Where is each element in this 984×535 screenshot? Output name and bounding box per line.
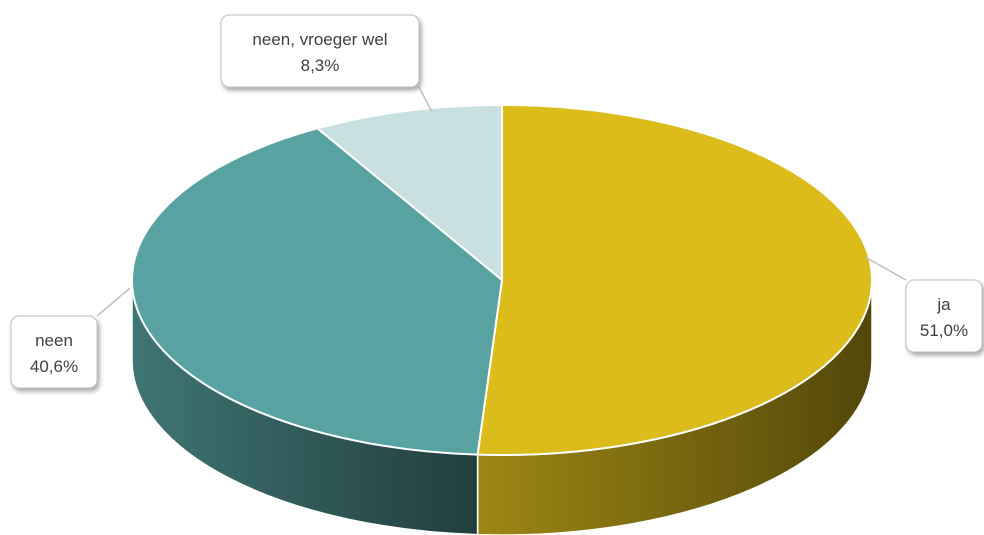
data-label-category: ja (936, 295, 951, 314)
callout-box (220, 14, 420, 88)
data-label-category: neen, vroeger wel (252, 30, 387, 49)
leader-line (864, 256, 907, 281)
pie-tops (131, 104, 873, 456)
data-label-category: neen (35, 331, 73, 350)
pie-slice (316, 104, 503, 281)
pie-slice (131, 127, 503, 456)
data-label-value: 51,0% (920, 321, 968, 340)
data-label-value: 8,3% (301, 56, 340, 75)
data-label-value: 40,6% (30, 357, 78, 376)
data-label-callout: neen 40,6% (10, 287, 131, 389)
callout-box (905, 279, 983, 353)
data-label-callout: ja 51,0% (864, 256, 983, 353)
leader-line (96, 287, 131, 317)
leader-line (418, 86, 433, 113)
data-label-callout: neen, vroeger wel 8,3% (220, 14, 433, 113)
data-labels: ja 51,0% neen 40,6% neen, vroeger wel 8,3% (10, 14, 983, 389)
callout-box (10, 315, 98, 389)
pie-slice (476, 104, 873, 456)
